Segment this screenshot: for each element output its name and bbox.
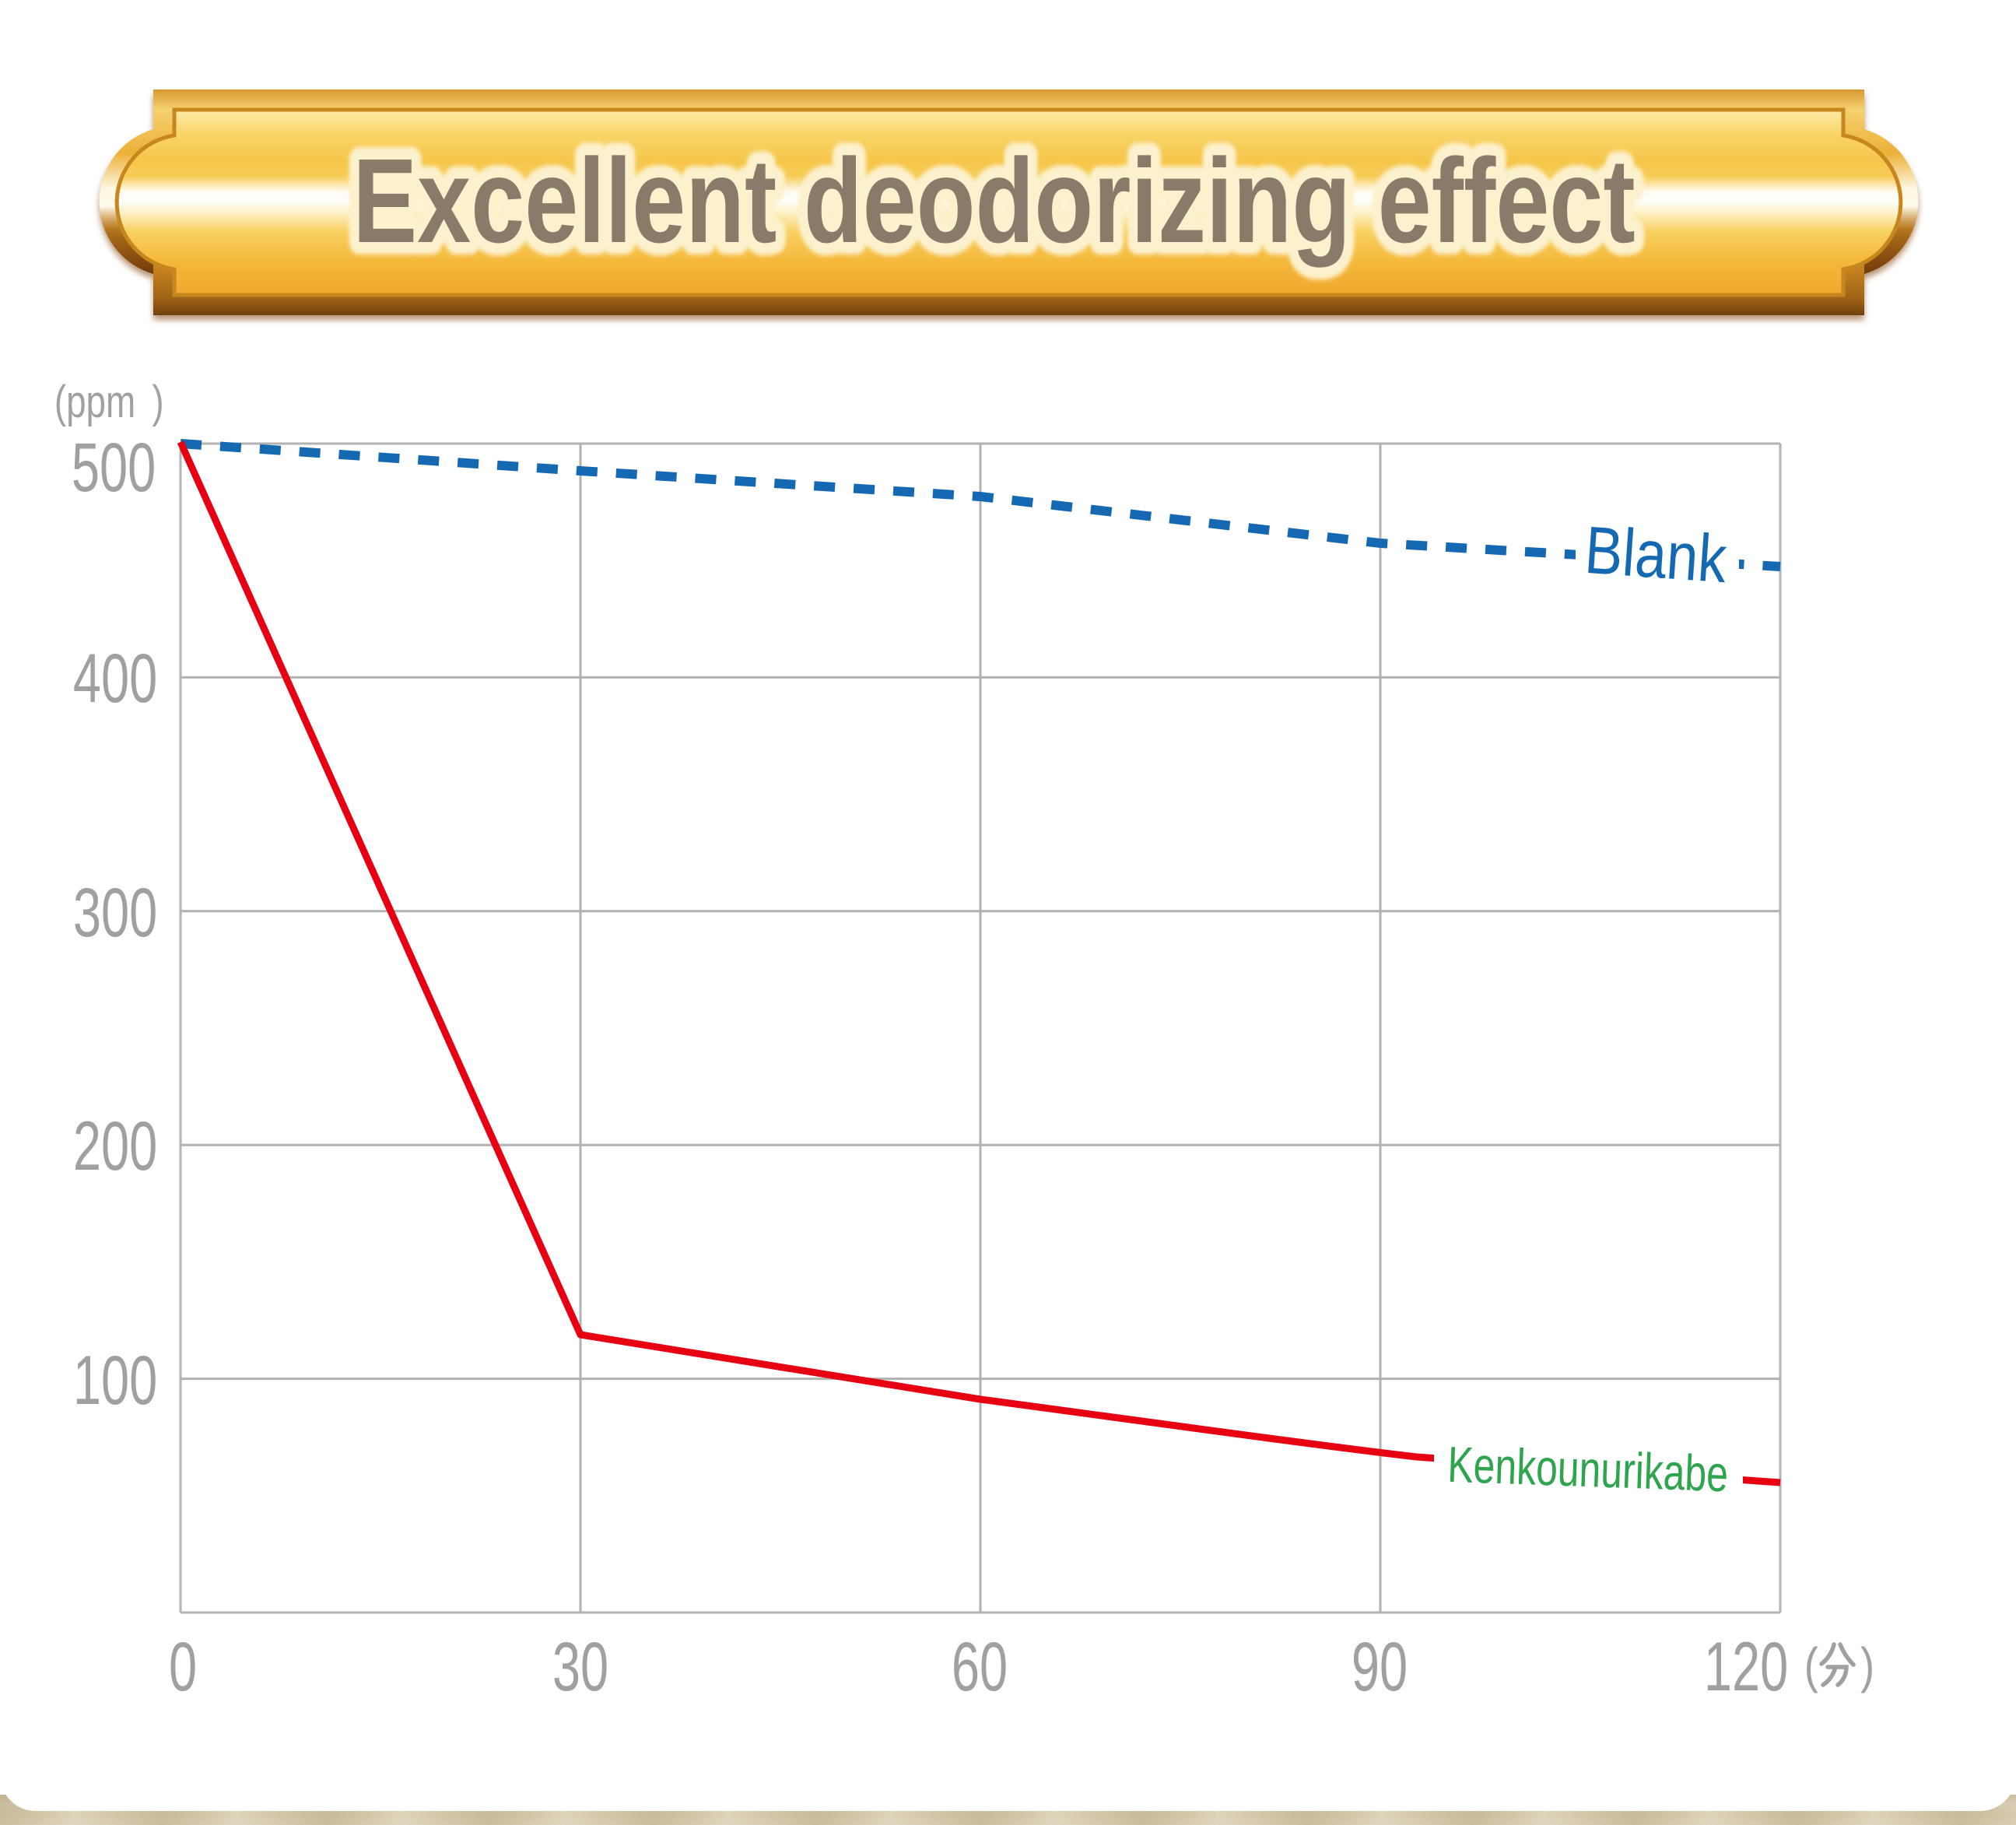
svg-text:60: 60 <box>952 1627 1008 1706</box>
svg-text:300: 300 <box>73 873 157 952</box>
svg-text:(ppm: (ppm <box>54 377 135 427</box>
svg-text:500: 500 <box>72 428 156 507</box>
svg-text:Blank: Blank <box>1583 512 1729 597</box>
svg-text:Excellent deodorizing effect: Excellent deodorizing effect <box>352 133 1635 268</box>
svg-text:100: 100 <box>73 1341 157 1420</box>
svg-text:(: ( <box>1804 1637 1818 1693</box>
svg-text:): ) <box>152 377 163 427</box>
svg-text:200: 200 <box>73 1107 157 1185</box>
svg-text:120: 120 <box>1704 1627 1788 1706</box>
svg-text:Excellent deodorizing effect: Excellent deodorizing effect <box>352 133 1635 268</box>
svg-text:0: 0 <box>169 1627 197 1706</box>
svg-text:90: 90 <box>1352 1627 1408 1706</box>
svg-text:): ) <box>1860 1637 1874 1693</box>
svg-text:400: 400 <box>73 639 157 718</box>
svg-text:30: 30 <box>552 1627 608 1706</box>
svg-text:Kenkounurikabe: Kenkounurikabe <box>1446 1437 1729 1503</box>
